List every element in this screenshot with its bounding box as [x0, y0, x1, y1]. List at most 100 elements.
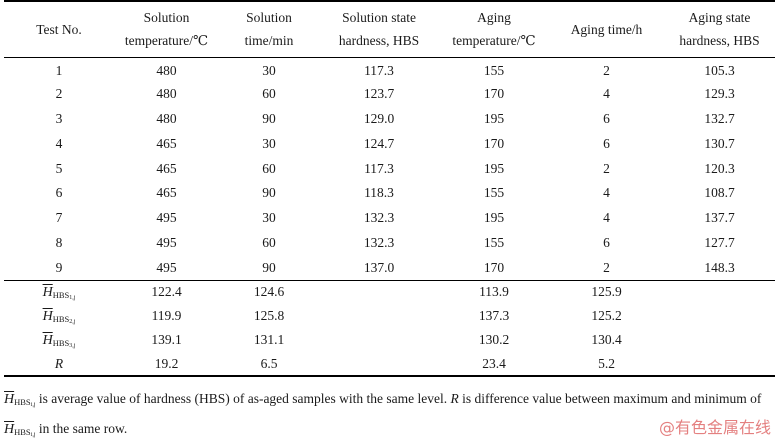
table-cell: 118.3: [364, 185, 394, 201]
stat-cell: 122.4: [114, 279, 219, 305]
table-cell: 132.7: [704, 110, 735, 126]
column-header-text: hardness, HBS: [338, 33, 420, 49]
footnote-symbol-index: i,j: [30, 402, 36, 408]
table-cell: 2: [603, 63, 610, 79]
footnote-r-symbol: R: [450, 391, 459, 406]
stat-symbol-index: 2,j: [69, 318, 76, 325]
table-row: 6 465 90 118.3 155 4 108.7: [4, 181, 775, 206]
table-cell: 3: [55, 110, 63, 126]
table-cell: 4: [55, 135, 63, 151]
watermark: @有色金属在线: [658, 418, 771, 437]
table-row: 8 495 60 132.3 155 6 127.7: [4, 231, 775, 256]
column-header-text: temperature/℃: [452, 33, 536, 49]
table-cell: 480: [156, 86, 177, 102]
table-cell: 124.7: [363, 135, 395, 151]
table-cell: 465: [156, 185, 177, 201]
table-cell: 7: [55, 210, 63, 226]
stat-cell: [319, 328, 439, 352]
stat-label: HHBS3,j: [4, 328, 114, 352]
table-cell: 6: [603, 135, 610, 151]
column-header: Solution temperature/℃: [114, 1, 219, 57]
table-cell: 30: [262, 63, 276, 79]
table-cell: 155: [483, 234, 505, 250]
stat-symbol-subscript: HBS: [52, 289, 70, 300]
table-cell: 155: [483, 185, 505, 201]
table-cell: 195: [483, 210, 505, 226]
table-cell: 123.7: [363, 86, 395, 102]
stat-symbol-index: 3,j: [69, 342, 76, 349]
stat-symbol-subscript: HBS: [52, 337, 70, 348]
table-cell: 495: [156, 234, 177, 250]
table-row: 7 495 30 132.3 195 4 137.7: [4, 206, 775, 231]
footnote-symbol-index-2: i,j: [30, 432, 36, 438]
stat-cell: [319, 304, 439, 328]
stat-label: HHBS2,j: [4, 304, 114, 328]
table-cell: 6: [603, 234, 610, 250]
table-cell: 108.7: [704, 185, 735, 201]
table-cell: 90: [262, 110, 276, 126]
stat-cell: 125.9: [549, 279, 664, 305]
stat-cell: 23.4: [439, 352, 549, 378]
table-cell: 4: [603, 210, 610, 226]
stat-symbol: R: [54, 355, 64, 371]
table-row: 3 480 90 129.0 195 6 132.7: [4, 107, 775, 132]
stat-row: HHBS2,j 119.9 125.8 137.3 125.2: [4, 304, 775, 328]
table-cell: 465: [156, 160, 177, 176]
table-row: 4 465 30 124.7 170 6 130.7: [4, 131, 775, 156]
table-row: 1 480 30 117.3 155 2 105.3: [4, 57, 775, 82]
stat-cell: 130.4: [591, 332, 622, 348]
table-cell: 1: [55, 63, 63, 79]
table-body: 1 480 30 117.3 155 2 105.3 2 480 60 123.7 170 4 129.3…: [4, 57, 775, 378]
table-cell: 148.3: [704, 259, 735, 275]
footnote-text-1: is average value of hardness (HBS) of as…: [35, 391, 451, 406]
stat-symbol-subscript: HBS: [52, 313, 70, 324]
stat-cell: [319, 352, 439, 378]
table-cell: 5: [55, 160, 63, 176]
stat-symbol-index: 1,j: [69, 294, 76, 301]
stat-cell: [664, 352, 775, 378]
column-header-text: Solution: [143, 10, 190, 26]
stat-row: HHBS3,j 139.1 131.1 130.2 130.4: [4, 328, 775, 352]
column-header-text: Solution: [246, 10, 292, 26]
stat-symbol: H: [42, 308, 53, 324]
stat-cell: 125.8: [253, 308, 285, 324]
table-cell: 30: [262, 210, 276, 226]
table-cell: 132.3: [363, 234, 395, 250]
table-cell: 495: [156, 259, 177, 275]
table-cell: 132.3: [363, 210, 395, 226]
column-header: Aging time/h: [549, 1, 664, 57]
stat-cell: 19.2: [114, 352, 219, 378]
table-cell: 60: [262, 160, 276, 176]
column-header-text: Aging state: [688, 10, 751, 26]
table-cell: 2: [603, 259, 610, 275]
stat-cell: [319, 279, 439, 305]
table-cell: 195: [483, 110, 505, 126]
table-cell: 130.7: [704, 135, 735, 151]
table-cell: 127.7: [704, 234, 735, 250]
stat-cell: [664, 328, 775, 352]
table-cell: 2: [603, 160, 610, 176]
stat-cell: 5.2: [549, 352, 664, 378]
stat-row: R 19.2 6.5 23.4 5.2: [4, 352, 775, 378]
column-header: Aging temperature/℃: [439, 1, 549, 57]
stat-cell: 119.9: [151, 308, 182, 324]
table-cell: 120.3: [704, 160, 735, 176]
column-header-text: temperature/℃: [124, 33, 209, 49]
column-header-text: Aging: [477, 10, 511, 26]
footnote-symbol-subscript-2: HBS: [14, 427, 31, 437]
footnote-text-2: is difference value between maximum and …: [458, 391, 762, 406]
column-header-text: Test No.: [36, 21, 82, 37]
table-cell: 60: [262, 86, 276, 102]
table-row: 5 465 60 117.3 195 2 120.3: [4, 156, 775, 181]
stat-row: HHBS1,j 122.4 124.6 113.9 125.9: [4, 279, 775, 305]
table-cell: 129.0: [363, 110, 395, 126]
column-header: Test No.: [4, 1, 114, 57]
column-header-text: time/min: [244, 33, 294, 49]
stat-cell: 6.5: [219, 352, 319, 378]
header-row: Test No. Solution temperature/℃ Solution tim…: [4, 1, 775, 57]
footnote-symbol-h: H: [4, 392, 15, 407]
table-cell: 137.0: [363, 259, 395, 275]
table-row: 2 480 60 123.7 170 4 129.3: [4, 82, 775, 107]
footnote-symbol-h-2: H: [4, 422, 15, 437]
stat-cell: 131.1: [253, 332, 285, 348]
